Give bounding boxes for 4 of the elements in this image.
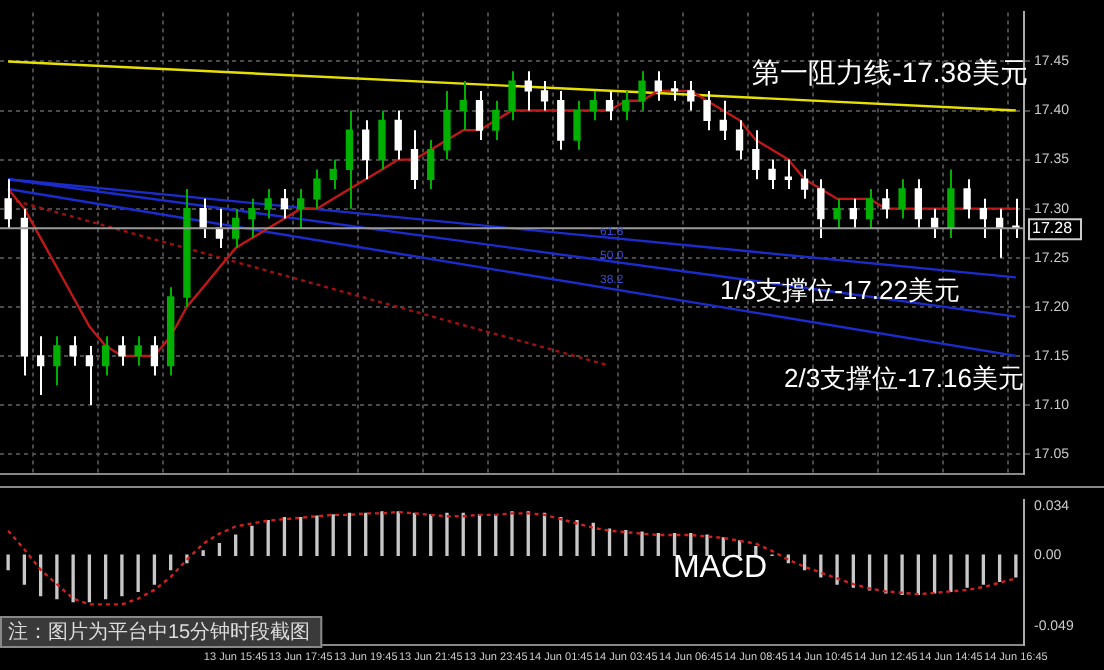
annotation: MACD	[672, 550, 768, 585]
annotation: 注：图片为平台中15分钟时段截图	[8, 619, 311, 644]
annotation: 2/3支撑位-17.16美元	[784, 363, 1024, 394]
ref-line-label: 17.28	[1032, 218, 1074, 237]
